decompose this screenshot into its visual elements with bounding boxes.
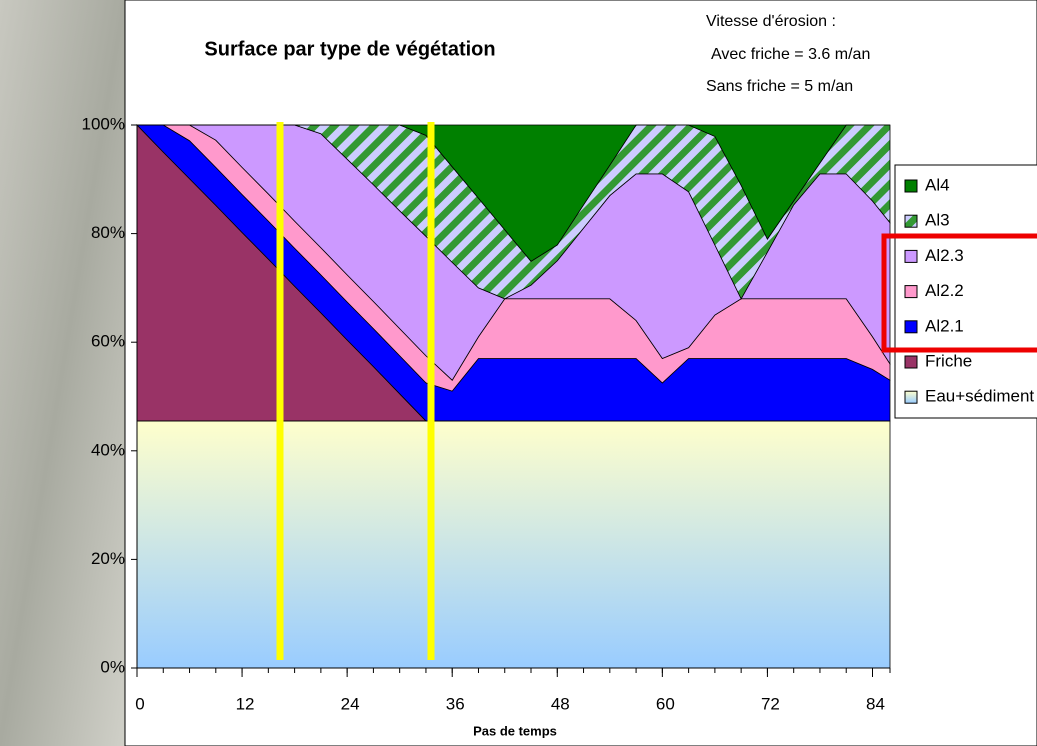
x-tick-label: 24 [341,694,360,713]
legend-label: Friche [925,351,972,370]
x-tick-label: 36 [446,694,465,713]
y-tick-label: 80% [91,223,125,242]
highlight-box [881,233,1037,353]
x-tick-label: 48 [551,694,570,713]
area [137,124,890,262]
y-tick-label: 0% [100,657,125,676]
legend-label: Al3 [925,211,950,230]
annotation: Sans friche = 5 m/an [706,78,853,95]
legend-label: Eau+sédiment [925,387,1034,406]
legend-swatch [904,390,918,404]
annotation: Avec friche = 3.6 m/an [711,46,870,63]
x-tick-label: 0 [135,694,144,713]
annotation: Vitesse d'érosion : [706,13,836,30]
y-tick-label: 100% [82,114,125,133]
area [136,420,891,669]
legend-swatch [904,320,918,334]
legend-swatch [904,249,918,263]
x-tick-label: 72 [761,694,780,713]
chart-title: Surface par type de végétation [204,38,495,60]
x-axis-title: Pas de temps [473,723,557,738]
legend-label: Al2.2 [925,281,964,300]
y-tick-label: 20% [91,549,125,568]
y-tick-label: 40% [91,440,125,459]
y-tick-label: 60% [91,332,125,351]
x-tick-label: 84 [866,694,885,713]
legend-swatch [904,285,918,299]
legend-label: Al4 [925,175,950,194]
x-tick-label: 60 [656,694,675,713]
x-tick-label: 12 [236,694,255,713]
legend-swatch [904,214,918,228]
legend-box [894,164,1037,419]
legend-swatch [904,355,918,369]
legend-label: Al2.1 [925,316,964,335]
plot: 0% 20% 40% 60% 80% 100% 0 12 24 36 48 60 72 84 [82,114,891,713]
legend-swatch [904,179,918,193]
background-strip [0,0,125,746]
legend-label: Al2.3 [925,246,964,265]
legend: Eau+sédiment Friche Al2.1 Al2.2 Al2.3 Al3 Al4 [904,175,1034,406]
